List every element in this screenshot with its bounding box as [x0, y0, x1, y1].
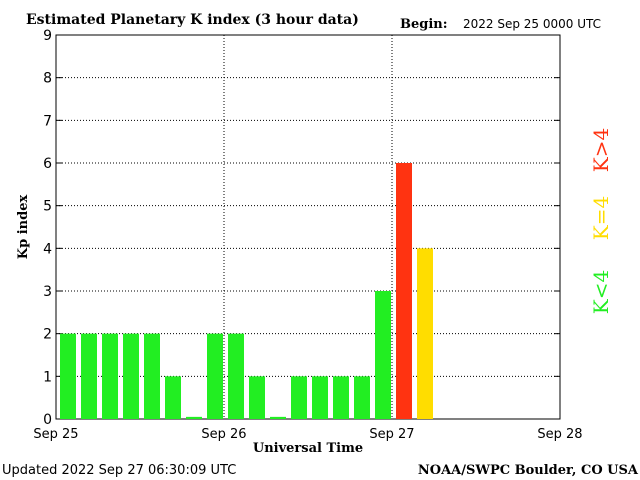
y-tick-label: 0 — [43, 412, 52, 428]
kp-bar — [312, 376, 328, 419]
legend: K<4 K=4 K>4 — [589, 128, 613, 314]
grid — [56, 34, 560, 420]
chart-title: Estimated Planetary K index (3 hour data… — [26, 12, 359, 28]
kp-bar — [396, 163, 412, 419]
bars — [60, 163, 433, 419]
x-tick-label: Sep 26 — [201, 427, 246, 442]
x-tick-label: Sep 28 — [537, 427, 582, 442]
y-tick-label: 1 — [43, 369, 52, 385]
kp-bar — [291, 376, 307, 419]
y-tick-label: 9 — [43, 28, 52, 44]
kp-bar — [165, 376, 181, 419]
legend-entry: K<4 — [589, 270, 613, 314]
kp-bar — [207, 333, 223, 419]
x-tick-labels: Sep 25 Sep 26 Sep 27 Sep 28 — [33, 427, 582, 442]
kp-bar — [102, 333, 118, 419]
y-axis-label: Kp index — [16, 195, 31, 260]
x-tick-label: Sep 27 — [369, 427, 414, 442]
y-tick-labels: 0 1 2 3 4 5 6 7 8 9 — [43, 28, 52, 428]
legend-entry: K>4 — [589, 128, 613, 172]
y-tick-label: 6 — [43, 156, 52, 172]
begin-value: 2022 Sep 25 0000 UTC — [463, 17, 601, 31]
kp-bar — [417, 248, 433, 419]
legend-entry: K=4 — [589, 196, 613, 240]
kp-bar — [186, 416, 202, 419]
kp-bar — [270, 416, 286, 419]
x-tick-label: Sep 25 — [33, 427, 78, 442]
kp-bar — [375, 291, 391, 419]
kp-bar — [354, 376, 370, 419]
source-credit: NOAA/SWPC Boulder, CO USA — [418, 463, 639, 478]
kp-bar — [81, 333, 97, 419]
y-tick-label: 8 — [43, 71, 52, 87]
x-axis-label: Universal Time — [253, 441, 363, 456]
kp-bar — [333, 376, 349, 419]
kp-bar — [228, 333, 244, 419]
y-tick-label: 3 — [43, 284, 52, 300]
y-tick-label: 4 — [43, 241, 52, 257]
y-tick-label: 5 — [43, 199, 52, 215]
begin-label: Begin: — [400, 17, 448, 32]
kp-bar — [60, 333, 76, 419]
kp-bar — [249, 376, 265, 419]
y-tick-label: 2 — [43, 327, 52, 343]
kp-bar — [123, 333, 139, 419]
plot-frame — [55, 34, 561, 420]
y-tick-label: 7 — [43, 113, 52, 129]
updated-timestamp: Updated 2022 Sep 27 06:30:09 UTC — [2, 463, 236, 478]
kp-bar — [144, 333, 160, 419]
